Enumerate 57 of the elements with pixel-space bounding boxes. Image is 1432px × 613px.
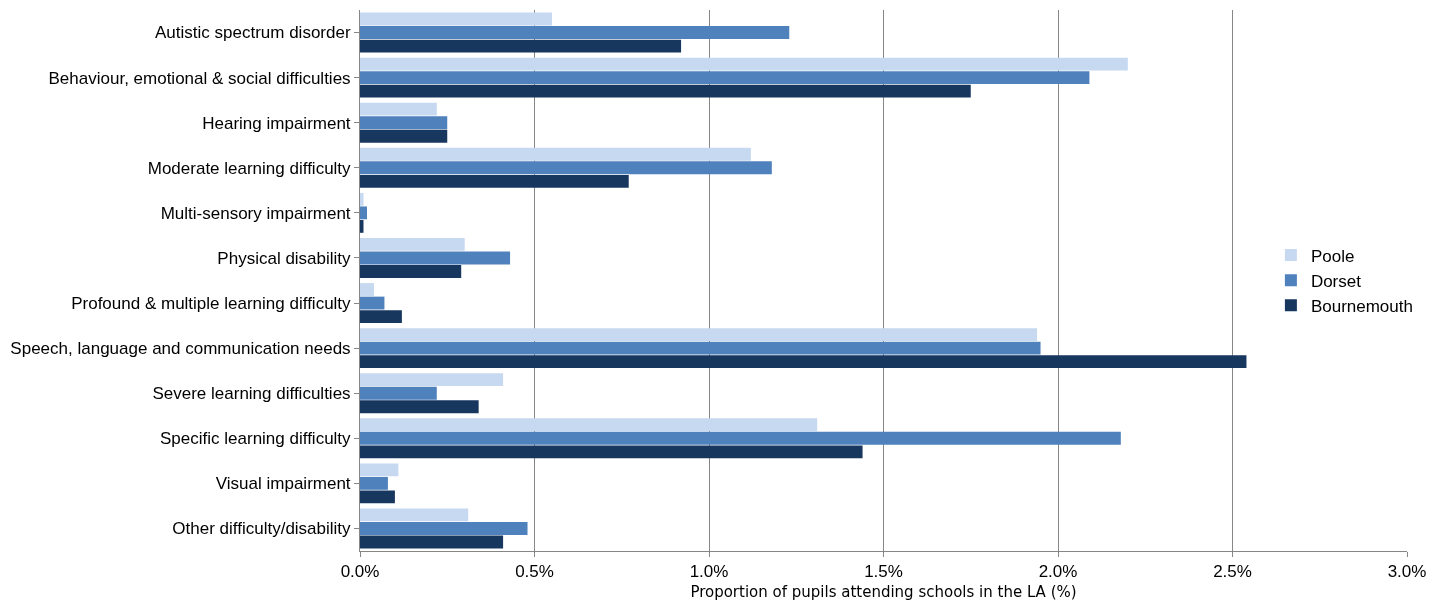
- bar: [360, 386, 437, 400]
- legend-label: Poole: [1310, 246, 1355, 266]
- bar: [360, 431, 1121, 445]
- y-tick-label: Severe learning difficulties: [152, 384, 351, 404]
- bar: [360, 161, 772, 175]
- bar: [360, 418, 818, 432]
- bar: [360, 508, 469, 522]
- x-tick-label: 0.5%: [515, 562, 554, 582]
- bar: [360, 328, 1038, 342]
- x-axis-title: Proportion of pupils attending schools in the LA (%): [690, 583, 1077, 602]
- bar: [360, 84, 971, 98]
- bar: [360, 445, 863, 459]
- bar: [360, 26, 790, 39]
- bar: [360, 490, 395, 504]
- y-tick-label: Autistic spectrum disorder: [155, 23, 351, 43]
- y-tick-label: Multi-sensory impairment: [160, 203, 351, 223]
- bar: [360, 39, 682, 53]
- bar: [360, 206, 367, 220]
- bar: [360, 355, 1247, 369]
- y-tick-label: Behaviour, emotional & social difficulties: [48, 68, 351, 88]
- bar: [360, 174, 629, 188]
- legend-label: Bournemouth: [1310, 296, 1413, 316]
- bar: [360, 57, 1128, 71]
- bar: [360, 71, 1090, 85]
- bar: [360, 116, 448, 130]
- x-tick-label: 1.5%: [864, 562, 903, 582]
- x-tick-label: 0.0%: [340, 562, 380, 582]
- bar: [360, 522, 528, 535]
- x-tick-label: 2.5%: [1213, 562, 1252, 582]
- legend-label: Dorset: [1310, 271, 1362, 291]
- y-tick-label: Profound & multiple learning difficulty: [71, 293, 352, 313]
- bar: [360, 251, 511, 265]
- bar: [360, 265, 462, 278]
- bar: [360, 310, 402, 323]
- bar: [360, 238, 465, 251]
- y-tick-label: Physical disability: [217, 248, 352, 268]
- bar: [360, 283, 374, 296]
- bar: [360, 296, 385, 310]
- x-tick-label: 3.0%: [1387, 562, 1427, 582]
- y-tick-label: Other difficulty/disability: [172, 519, 352, 539]
- y-tick-label: Visual impairment: [215, 474, 351, 494]
- y-tick-label: Moderate learning difficulty: [147, 158, 352, 178]
- x-tick-label: 1.0%: [689, 562, 729, 582]
- bar: [360, 147, 751, 161]
- bar: [360, 373, 504, 387]
- bar: [360, 129, 448, 143]
- bar: [360, 476, 388, 490]
- y-tick-label: Hearing impairment: [202, 113, 351, 133]
- x-tick-label: 2.0%: [1038, 562, 1078, 582]
- bar: [360, 12, 552, 26]
- bar: [360, 400, 479, 414]
- bar: [360, 535, 504, 549]
- bar: [360, 102, 437, 116]
- bar: [360, 341, 1041, 355]
- bar: [360, 463, 399, 477]
- y-tick-label: Speech, language and communication needs: [10, 339, 351, 359]
- y-tick-label: Specific learning difficulty: [160, 429, 352, 449]
